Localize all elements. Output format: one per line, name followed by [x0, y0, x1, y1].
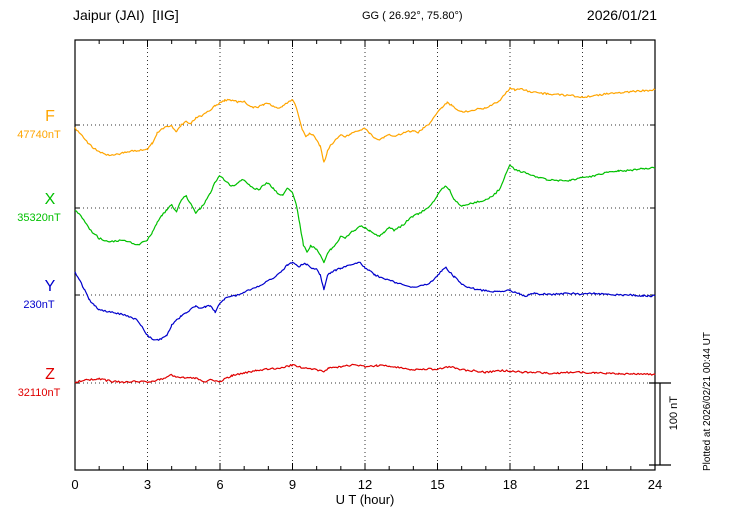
z-trace [74, 363, 656, 384]
scale-bar-label: 100 nT [668, 396, 680, 431]
svg-text:21: 21 [575, 477, 589, 492]
plot-date: 2026/01/21 [586, 7, 657, 23]
series-baseline-y: 230nT [23, 299, 55, 311]
svg-text:15: 15 [430, 477, 444, 492]
series-label-f: F [45, 108, 55, 125]
station-title: Jaipur (JAI) [IIG] [73, 7, 179, 23]
plotted-at-caption: Plotted at 2026/02/21 00:44 UT [702, 332, 713, 471]
svg-text:18: 18 [503, 477, 517, 492]
series-label-y: Y [44, 278, 56, 295]
svg-text:12: 12 [358, 477, 372, 492]
series-baseline-x: 35320nT [17, 212, 61, 224]
series-label-x: X [44, 191, 56, 208]
traces [74, 87, 656, 384]
series-baseline-z: 32110nT [17, 387, 61, 399]
series-baseline-f: 47740nT [17, 129, 61, 141]
gridlines [75, 40, 655, 470]
svg-text:0: 0 [71, 477, 78, 492]
f-trace [74, 87, 656, 163]
x-axis-title: U T (hour) [335, 492, 395, 507]
x-tick-labels: 0 3 6 9 12 15 18 21 24 [71, 477, 662, 492]
x-trace [74, 164, 656, 264]
svg-text:3: 3 [144, 477, 151, 492]
geographic-coordinates: GG ( 26.92°, 75.80°) [362, 10, 463, 22]
series-label-z: Z [45, 366, 55, 383]
scale-bar [649, 382, 671, 466]
y-trace [74, 261, 656, 341]
svg-text:6: 6 [216, 477, 223, 492]
svg-text:24: 24 [648, 477, 662, 492]
svg-text:9: 9 [289, 477, 296, 492]
